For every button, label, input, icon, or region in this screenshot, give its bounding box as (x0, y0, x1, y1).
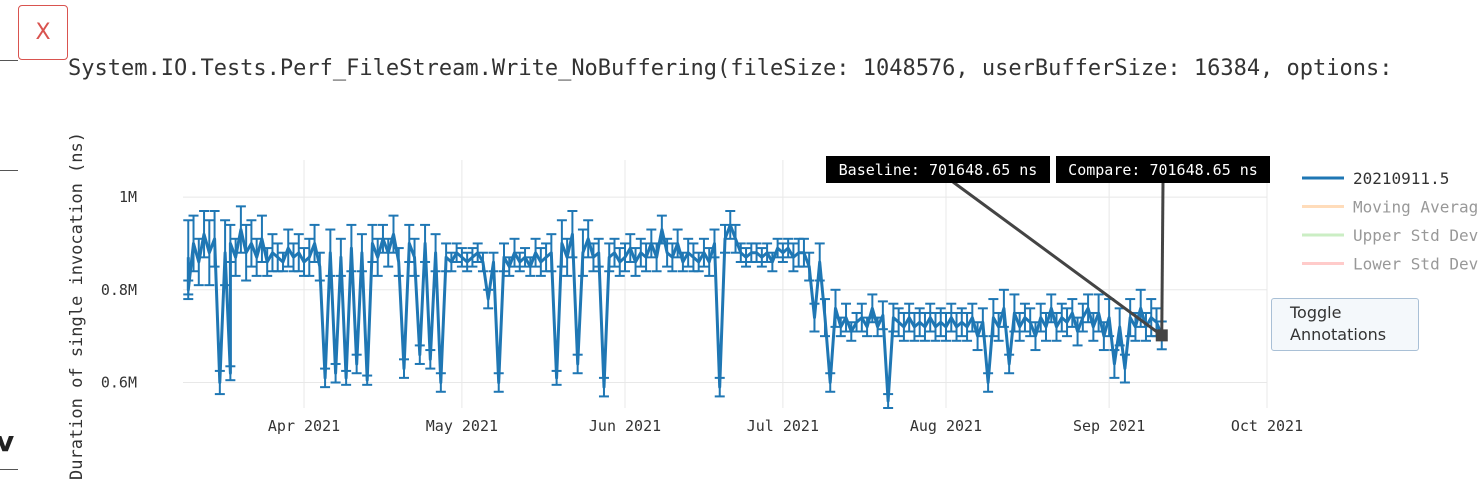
x-tick-label: May 2021 (426, 417, 498, 435)
annotation-arrow (1160, 181, 1165, 336)
x-tick-label: Aug 2021 (910, 417, 982, 435)
y-axis-label: Duration of single invocation (ns) (67, 132, 87, 480)
clipped-heading-fragment: v (0, 425, 15, 458)
annotation-layer: Baseline: 701648.65 ns Compare: 701648.65… (826, 156, 1270, 342)
annotation-box (1056, 156, 1270, 183)
divider-line (0, 170, 18, 171)
legend[interactable]: 20210911.5 Moving Averag Upper Std Dev Lowe… (1302, 169, 1478, 274)
y-tick-label: 1M (119, 188, 137, 206)
x-tick-label: Apr 2021 (268, 417, 340, 435)
annotation-box (826, 156, 1050, 183)
legend-label: 20210911.5 (1353, 169, 1449, 188)
legend-item[interactable]: Moving Averag (1302, 198, 1478, 217)
x-tick-label: Jun 2021 (589, 417, 661, 435)
annotation-label: Compare: 701648.65 ns (1068, 161, 1258, 179)
y-tick-label: 0.6M (101, 374, 137, 392)
x-tick-label: Oct 2021 (1231, 417, 1303, 435)
toggle-annotations-button[interactable]: Toggle Annotations (1271, 298, 1419, 351)
divider-line (0, 60, 18, 61)
legend-label: Upper Std Dev (1353, 226, 1478, 245)
series-line (186, 223, 1164, 403)
legend-label: Moving Averag (1353, 198, 1478, 217)
x-tick-label: Jul 2021 (747, 417, 819, 435)
chart-title: System.IO.Tests.Perf_FileStream.Write_No… (68, 56, 1393, 81)
annotation-arrow (952, 180, 1163, 337)
axis-layer: Apr 2021 May 2021 Jun 2021 Jul 2021 Aug 2021… (101, 188, 1303, 435)
annotation-label: Baseline: 701648.65 ns (839, 161, 1038, 179)
y-tick-label: 0.8M (101, 281, 137, 299)
legend-label: Lower Std Dev (1353, 255, 1478, 274)
legend-item[interactable]: Upper Std Dev (1302, 226, 1478, 245)
data-layer (183, 205, 1167, 409)
annotation-marker (1155, 329, 1168, 342)
legend-item[interactable]: Lower Std Dev (1302, 255, 1478, 274)
close-button[interactable]: X (18, 5, 68, 60)
left-panel-edge (0, 0, 18, 503)
divider-line (0, 469, 18, 470)
legend-item[interactable]: 20210911.5 (1302, 169, 1449, 188)
x-tick-label: Sep 2021 (1073, 417, 1145, 435)
